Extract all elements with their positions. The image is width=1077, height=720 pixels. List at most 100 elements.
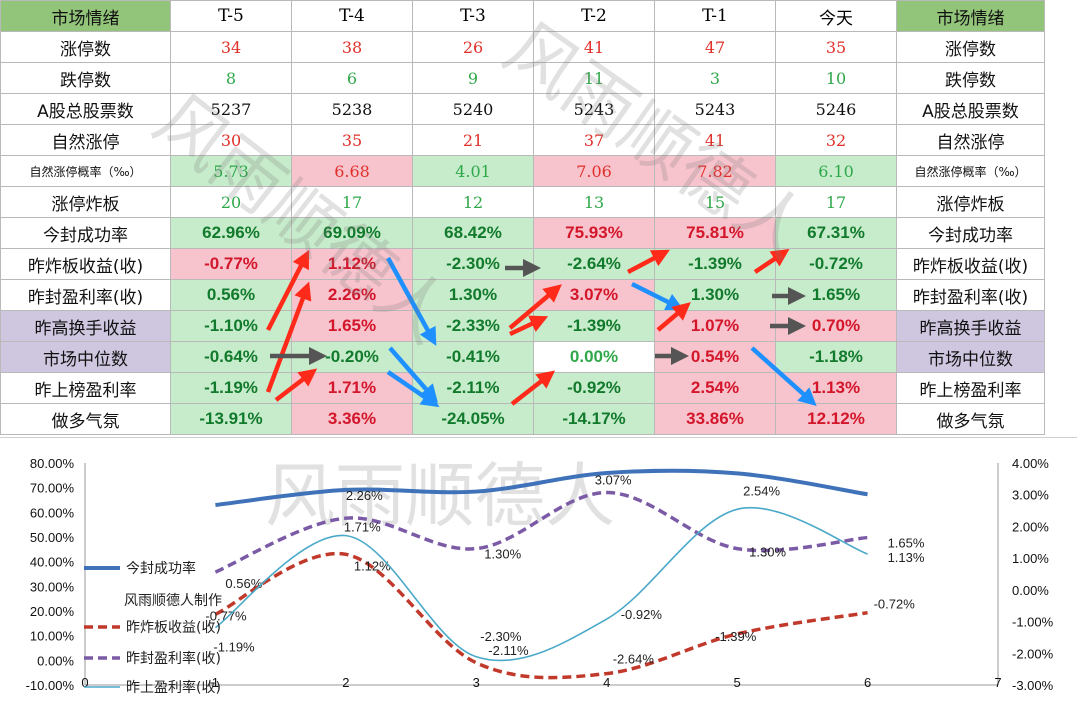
row-label: 涨停炸板 (0, 186, 171, 218)
row-label-right: 涨停数 (896, 31, 1045, 63)
table-cell: 1.30% (654, 279, 776, 311)
row-label-right: 昨高换手收益 (896, 310, 1045, 342)
left-tick-label: 60.00% (30, 505, 75, 520)
table-cell: 1.65% (291, 310, 413, 342)
table-cell: 41 (654, 124, 776, 156)
x-tick-label: 3 (473, 675, 480, 690)
table-cell: 12 (412, 186, 534, 218)
table-row: 昨炸板收益(收) -0.77% 1.12% -2.30% -2.64% -1.39% -0.… (0, 248, 1045, 280)
table-header-row: 市场情绪 T-5 T-4 T-3 T-2 T-1 今天 市场情绪 (0, 0, 1045, 32)
x-tick-label: 0 (81, 675, 88, 690)
left-tick-label: 80.00% (30, 456, 75, 471)
right-tick-label: 4.00% (1012, 456, 1049, 471)
series-line-2 (214, 490, 868, 574)
x-tick-label: 4 (603, 675, 610, 690)
table-cell: 1.30% (412, 279, 534, 311)
table-cell: 2.54% (654, 372, 776, 404)
data-label: 3.07% (595, 472, 632, 487)
table-cell: 5243 (654, 93, 776, 125)
table-cell: 35 (291, 124, 413, 156)
table-cell: 3 (654, 62, 776, 94)
row-label-right: 市场中位数 (896, 341, 1045, 373)
table-cell: -0.41% (412, 341, 534, 373)
table-cell: -0.20% (291, 341, 413, 373)
row-label-right: 今封成功率 (896, 217, 1045, 249)
table-cell: 0.70% (775, 310, 897, 342)
table-row: 昨上榜盈利率 -1.19% 1.71% -2.11% -0.92% 2.54% 1.13% 昨… (0, 372, 1045, 404)
table-cell: 5243 (533, 93, 655, 125)
x-tick-label: 7 (994, 675, 1001, 690)
divider (0, 437, 1077, 438)
data-label: 2.54% (743, 483, 780, 498)
table-cell: 21 (412, 124, 534, 156)
header-col-2: T-3 (412, 0, 534, 32)
table-cell: 38 (291, 31, 413, 63)
table-cell: -0.72% (775, 248, 897, 280)
table-cell: 30 (170, 124, 292, 156)
table-cell: 68.42% (412, 217, 534, 249)
x-tick-label: 1 (212, 675, 219, 690)
right-tick-label: 0.00% (1012, 583, 1049, 598)
table-cell: -2.30% (412, 248, 534, 280)
data-label: -1.39% (715, 629, 757, 644)
table-cell: -13.91% (170, 403, 292, 435)
table-cell: -1.18% (775, 341, 897, 373)
left-tick-label: 70.00% (30, 481, 75, 496)
table-cell: 67.31% (775, 217, 897, 249)
right-tick-label: -1.00% (1012, 615, 1054, 630)
table-row: 昨封盈利率(收) 0.56% 2.26% 1.30% 3.07% 1.30% 1.65% 昨封… (0, 279, 1045, 311)
row-label-right: 昨上榜盈利率 (896, 372, 1045, 404)
table-cell: 35 (775, 31, 897, 63)
right-tick-label: -3.00% (1012, 678, 1054, 693)
table-cell: 20 (170, 186, 292, 218)
data-label: -0.72% (874, 597, 916, 612)
data-label: 2.26% (346, 488, 383, 503)
header-col-3: T-2 (533, 0, 655, 32)
table-cell: -2.11% (412, 372, 534, 404)
table-cell: 17 (775, 186, 897, 218)
data-label: -0.92% (621, 607, 663, 622)
table-cell: 5238 (291, 93, 413, 125)
row-label-right: 涨停炸板 (896, 186, 1045, 218)
row-label: 昨封盈利率(收) (0, 279, 171, 311)
row-label: 市场中位数 (0, 341, 171, 373)
data-label: 1.30% (484, 547, 521, 562)
table-cell: 37 (533, 124, 655, 156)
series-line-0 (215, 468, 868, 508)
table-cell: 15 (654, 186, 776, 218)
data-label: 1.65% (888, 536, 925, 551)
header-col-4: T-1 (654, 0, 776, 32)
table-cell: 26 (412, 31, 534, 63)
data-label: 1.13% (888, 550, 925, 565)
table-cell: 1.13% (775, 372, 897, 404)
legend-entry: 昨上盈利率(收) (126, 679, 221, 696)
table-cell: 5240 (412, 93, 534, 125)
legend-entry: 今封成功率 (126, 560, 196, 577)
table-cell: 41 (533, 31, 655, 63)
table-cell: 0.54% (654, 341, 776, 373)
table-cell: 6.68 (291, 155, 413, 187)
table-cell: 1.07% (654, 310, 776, 342)
table-cell: 11 (533, 62, 655, 94)
row-label: 自然涨停概率（‰） (0, 155, 171, 187)
data-label: -2.30% (480, 629, 522, 644)
table-cell: -14.17% (533, 403, 655, 435)
left-tick-label: 20.00% (30, 604, 75, 619)
row-label: 今封成功率 (0, 217, 171, 249)
table-cell: -24.05% (412, 403, 534, 435)
header-col-5: 今天 (775, 0, 897, 32)
table-cell: 1.65% (775, 279, 897, 311)
table-row: 跌停数 8 6 9 11 3 10 跌停数 (0, 62, 1045, 94)
left-tick-label: 50.00% (30, 530, 75, 545)
table-cell: 5246 (775, 93, 897, 125)
data-label: -0.77% (205, 608, 247, 623)
data-label: -1.19% (213, 640, 255, 655)
table-cell: 3.07% (533, 279, 655, 311)
table-cell: -1.39% (654, 248, 776, 280)
table-cell: 17 (291, 186, 413, 218)
row-label-right: 自然涨停概率（‰） (896, 155, 1045, 187)
table-cell: -1.39% (533, 310, 655, 342)
table-cell: 2.26% (291, 279, 413, 311)
left-tick-label: -10.00% (26, 678, 75, 693)
table-cell: -0.92% (533, 372, 655, 404)
